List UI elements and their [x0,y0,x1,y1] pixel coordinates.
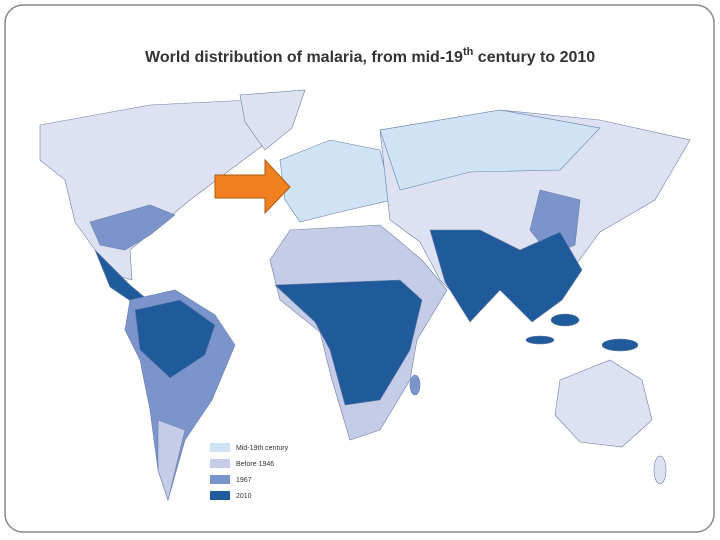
russia [379,109,601,191]
legend-label: Mid-19th century [236,445,289,452]
australia [554,359,653,448]
title-main: World distribution of malaria, from mid-… [145,49,463,66]
title-end: century to 2010 [473,49,595,66]
arrow [214,158,291,215]
amazon [134,299,216,379]
us-1967-region [89,204,176,251]
africa-2010 [274,279,423,406]
south-cone [157,419,186,502]
madagascar [409,374,421,396]
map-title: World distribution of malaria, from mid-… [145,46,595,66]
greenland [239,89,306,151]
legend-label: 2010 [236,493,252,500]
legend-swatch [210,459,230,468]
map [39,89,691,502]
south-asia [429,229,583,323]
legend-swatch [210,475,230,484]
new-zealand [653,455,667,485]
legend-swatch [210,443,230,452]
legend-swatch [210,491,230,500]
java [525,335,555,345]
legend-label: 1967 [236,477,252,484]
europe [279,139,393,223]
borneo [550,313,580,327]
title-sup: th [463,46,474,58]
new-guinea [601,338,639,352]
legend-label: Before 1946 [236,461,274,468]
legend: Mid-19th century Before 1946 1967 2010 [210,443,289,500]
